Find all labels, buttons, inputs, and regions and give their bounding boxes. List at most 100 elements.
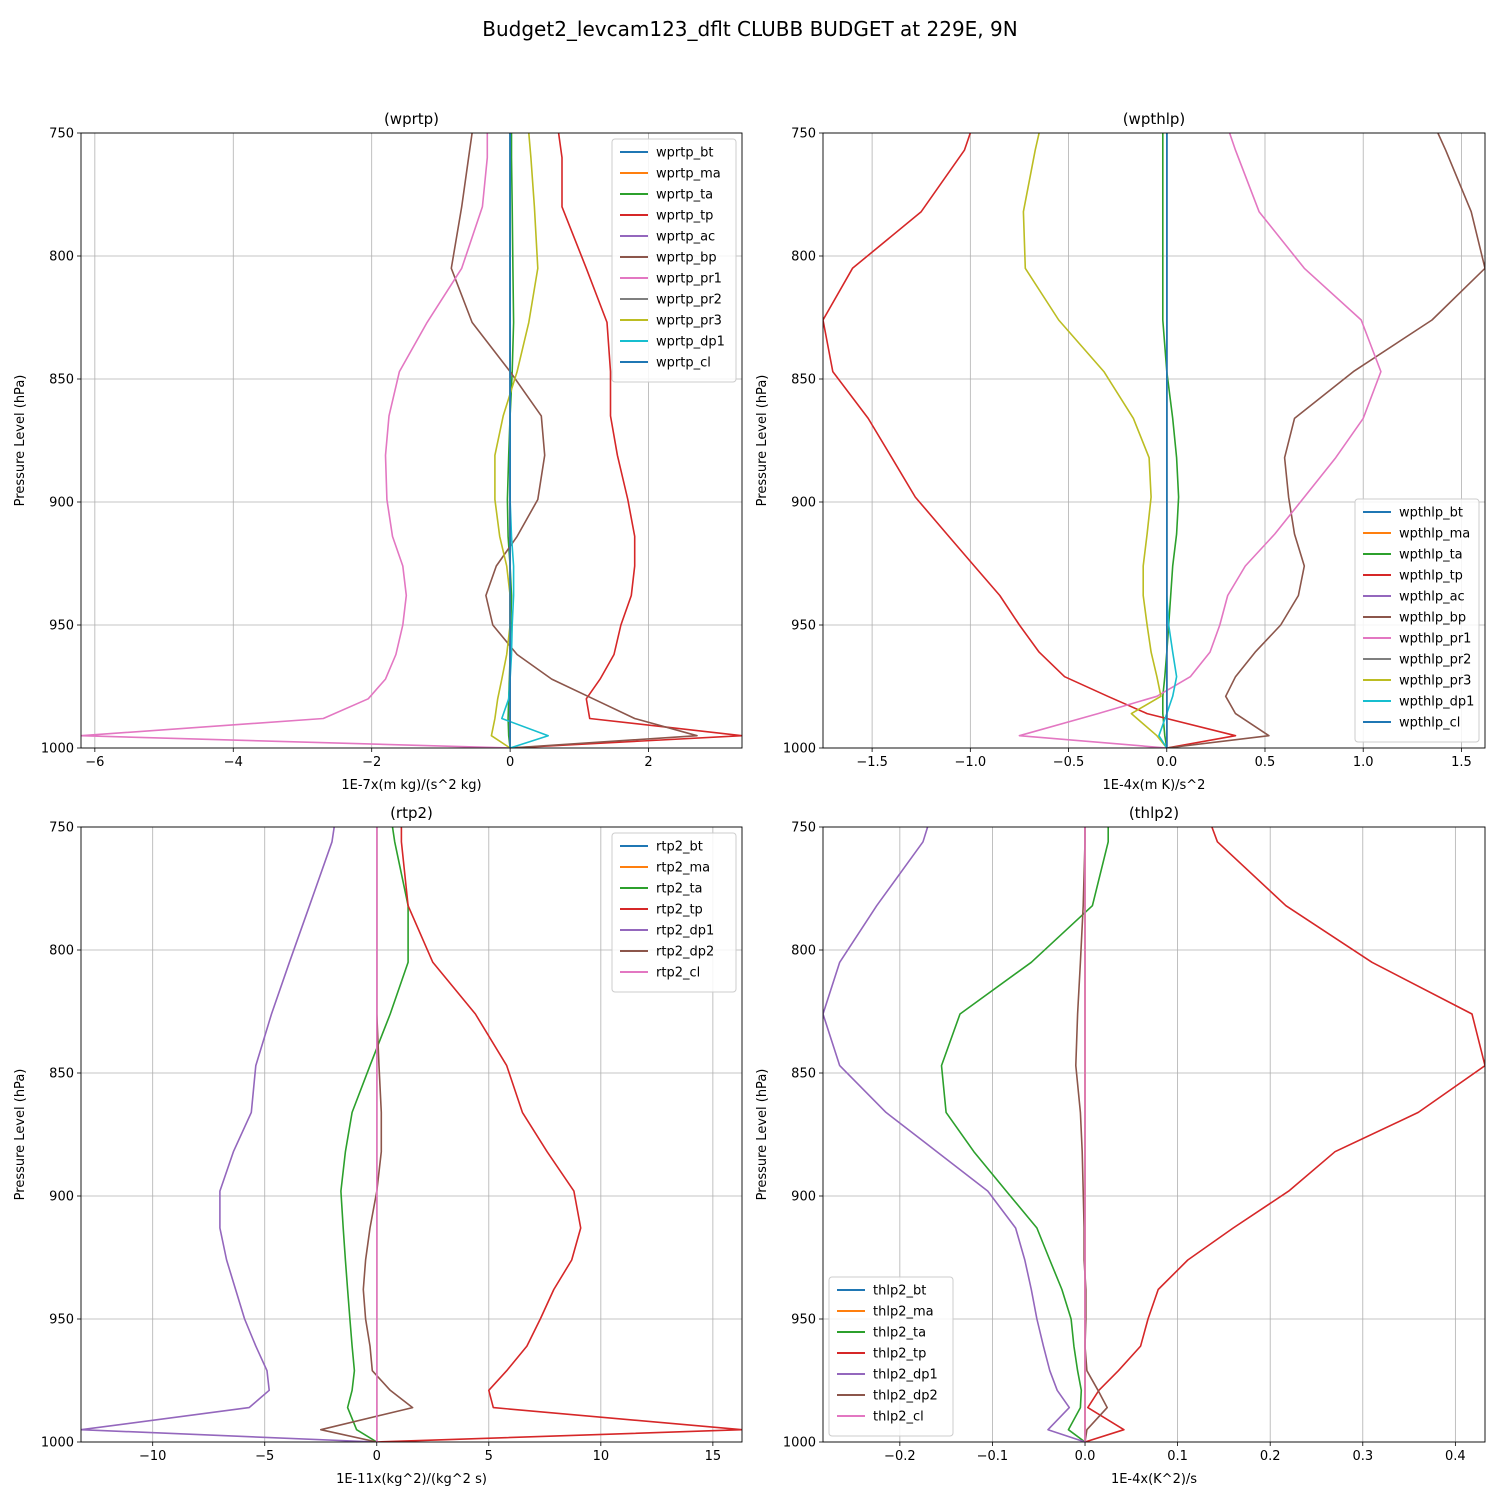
legend-label: wprtp_ma <box>656 167 721 182</box>
series-line-wpthlp_tp <box>823 133 1237 748</box>
y-tick-label: 950 <box>791 1313 816 1328</box>
legend-label: thlp2_dp1 <box>873 1368 938 1383</box>
series-line-rtp2_dp1 <box>81 827 377 1442</box>
x-tick-label: 1.0 <box>1353 755 1374 770</box>
legend-label: wpthlp_ac <box>1399 590 1465 605</box>
legend-label: thlp2_dp2 <box>873 1389 938 1404</box>
legend: wpthlp_bt wpthlp_ma wpthlp_ta wpthlp_tpwpth… <box>1354 498 1480 743</box>
subplot-thlp2: −0.2 −0.1 0.0 0.1 0.2 0.3 0.4 750 800 850 900 950 10… <box>755 804 1486 1487</box>
axes-frame <box>822 826 1486 1443</box>
y-axis-label: Pressure Level (hPa) <box>13 375 28 507</box>
legend-label: thlp2_bt <box>873 1284 926 1299</box>
y-tick-label: 950 <box>49 1313 74 1328</box>
x-axis-label: 1E-4x(K^2)/s <box>1111 1472 1197 1487</box>
series-line-wprtp_pr1 <box>81 133 511 748</box>
legend-label: rtp2_tp <box>656 903 703 918</box>
series-line-wprtp_pr3 <box>490 133 539 748</box>
y-axis-label: Pressure Level (hPa) <box>755 1069 770 1201</box>
y-tick-label: 750 <box>49 821 74 836</box>
y-tick-label: 800 <box>791 250 816 265</box>
x-tick-label: 5 <box>485 1449 493 1464</box>
y-tick-label: 1000 <box>783 742 816 757</box>
series-line-wprtp_bp <box>450 133 698 748</box>
series-line-thlp2_dp1 <box>823 827 1086 1442</box>
legend: rtp2_bt rtp2_ma rtp2_ta rtp2_tp rtp2_dp1 rtp2… <box>611 832 737 993</box>
y-tick-label: 800 <box>49 250 74 265</box>
legend-label: rtp2_ma <box>656 861 710 876</box>
legend-frame <box>1354 498 1480 743</box>
x-tick-label: 2 <box>644 755 652 770</box>
series-line-rtp2_ta <box>340 827 409 1442</box>
y-tick-label: 1000 <box>783 1436 816 1451</box>
series-line-rtp2_dp2 <box>319 827 414 1442</box>
x-tick-label: −4 <box>224 755 243 770</box>
x-tick-label: 0 <box>373 1449 381 1464</box>
y-tick-label: 750 <box>49 127 74 142</box>
legend-label: wpthlp_cl <box>1399 716 1460 731</box>
series-lines <box>81 133 742 748</box>
legend-label: wprtp_tp <box>656 209 713 224</box>
series-line-wpthlp_bp <box>1166 133 1485 748</box>
x-axis-label: 1E-7x(m kg)/(s^2 kg) <box>341 778 481 793</box>
series-line-wprtp_tp <box>510 133 742 748</box>
x-tick-label: −6 <box>85 755 104 770</box>
y-tick-label: 850 <box>49 1067 74 1082</box>
legend-label: wprtp_pr2 <box>656 293 722 308</box>
x-axis-label: 1E-11x(kg^2)/(kg^2 s) <box>336 1472 487 1487</box>
y-tick-label: 1000 <box>41 742 74 757</box>
x-tick-label: 0.4 <box>1445 1449 1466 1464</box>
legend-label: rtp2_cl <box>656 966 700 981</box>
legend-label: wpthlp_bt <box>1399 506 1463 521</box>
x-tick-label: −0.5 <box>1053 755 1085 770</box>
x-tick-label: 0.2 <box>1260 1449 1281 1464</box>
legend-label: wpthlp_tp <box>1399 569 1463 584</box>
legend-label: wpthlp_dp1 <box>1399 695 1474 710</box>
legend-label: rtp2_ta <box>656 882 703 897</box>
legend-label: thlp2_ta <box>873 1326 926 1341</box>
legend-label: wpthlp_pr3 <box>1399 674 1471 689</box>
x-tick-label: 0 <box>506 755 514 770</box>
axes-frame <box>80 132 743 749</box>
subplot-rtp2: −10 −5 0 5 10 15 750 800 850 900 950 1000 (rtp2) 1E-1… <box>13 804 743 1487</box>
y-tick-label: 950 <box>49 619 74 634</box>
legend-label: wprtp_pr3 <box>656 314 722 329</box>
legend: thlp2_bt thlp2_ma thlp2_ta thlp2_tp thlp2_dp… <box>828 1276 954 1437</box>
x-tick-label: −1.5 <box>856 755 888 770</box>
legend-label: wpthlp_ta <box>1399 548 1463 563</box>
legend-label: wprtp_cl <box>656 356 711 371</box>
subplot-wpthlp: −1.5 −1.0 −0.5 0.0 0.5 1.0 1.5 750 800 850 900 950 1… <box>755 110 1486 793</box>
x-tick-label: −10 <box>139 1449 166 1464</box>
x-axis-label: 1E-4x(m K)/s^2 <box>1103 778 1206 793</box>
series-line-wpthlp_dp1 <box>1158 133 1178 748</box>
legend-frame <box>611 832 737 993</box>
axes-frame <box>80 826 743 1443</box>
legend-label: wprtp_bp <box>656 251 717 266</box>
legend-label: rtp2_dp2 <box>656 945 714 960</box>
y-tick-label: 900 <box>49 1190 74 1205</box>
x-tick-label: 0.0 <box>1075 1449 1096 1464</box>
legend-frame <box>611 138 737 383</box>
legend-label: wpthlp_ma <box>1399 527 1470 542</box>
series-line-thlp2_ta <box>940 827 1109 1442</box>
y-tick-label: 900 <box>791 496 816 511</box>
legend-label: thlp2_cl <box>873 1410 924 1425</box>
y-tick-label: 1000 <box>41 1436 74 1451</box>
legend-label: wprtp_ta <box>656 188 713 203</box>
y-tick-label: 900 <box>791 1190 816 1205</box>
x-tick-label: 0.5 <box>1255 755 1276 770</box>
x-tick-label: 0.0 <box>1156 755 1177 770</box>
legend-label: wpthlp_bp <box>1399 611 1466 626</box>
series-lines <box>823 827 1485 1442</box>
series-line-wpthlp_pr1 <box>1018 133 1382 748</box>
subplot-title: (wpthlp) <box>1123 110 1186 128</box>
x-tick-label: −1.0 <box>955 755 987 770</box>
series-line-rtp2_tp <box>376 827 742 1442</box>
series-line-thlp2_tp <box>1084 827 1485 1442</box>
subplot-title: (wprtp) <box>384 110 439 128</box>
legend-label: wpthlp_pr2 <box>1399 653 1471 668</box>
legend-label: wprtp_bt <box>656 146 713 161</box>
y-tick-label: 900 <box>49 496 74 511</box>
y-axis-label: Pressure Level (hPa) <box>755 375 770 507</box>
x-tick-label: 1.5 <box>1451 755 1472 770</box>
